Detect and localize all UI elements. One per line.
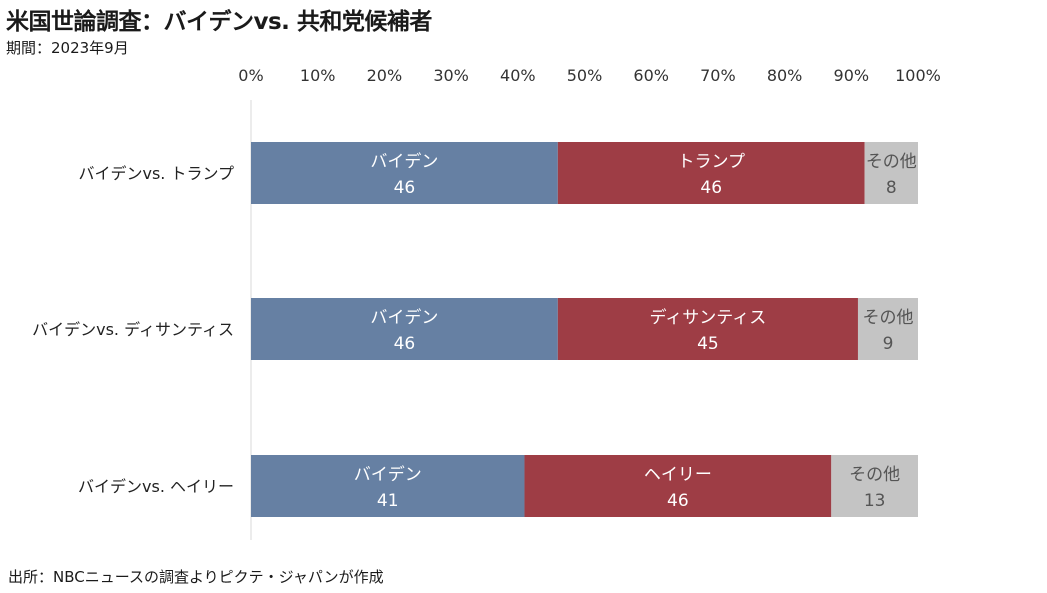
bar-segment-republican [524, 455, 832, 517]
x-tick-label: 100% [895, 66, 941, 85]
segment-value-label: 41 [377, 491, 399, 511]
bar-segment-republican [557, 142, 865, 204]
bar-segment-republican [557, 298, 858, 360]
chart-subtitle: 期間：2023年9月 [6, 39, 129, 57]
segment-name-label: その他 [866, 152, 917, 172]
source-note: 出所：NBCニュースの調査よりピクテ・ジャパンが作成 [8, 568, 384, 586]
x-tick-label: 10% [300, 66, 336, 85]
bar-segment-other [857, 298, 918, 360]
segment-name-label: バイデン [370, 307, 438, 328]
segment-value-label: 9 [883, 334, 894, 354]
segment-name-label: ヘイリー [644, 465, 712, 485]
segment-name-label: トランプ [677, 152, 745, 172]
bar-segment-biden [251, 298, 558, 360]
x-tick-label: 20% [367, 66, 403, 85]
segment-name-label: バイデン [370, 151, 438, 172]
segment-name-label: その他 [862, 308, 913, 328]
segment-value-label: 46 [394, 334, 416, 354]
x-tick-label: 60% [633, 66, 669, 85]
x-tick-label: 30% [433, 66, 469, 85]
segment-name-label: その他 [849, 465, 900, 485]
segment-name-label: バイデン [354, 464, 422, 485]
bar-segment-biden [251, 142, 558, 204]
x-tick-label: 40% [500, 66, 536, 85]
segment-name-label: ディサンティス [649, 307, 766, 328]
x-tick-label: 70% [700, 66, 736, 85]
chart-title: 米国世論調査：バイデンvs. 共和党候補者 [6, 9, 432, 35]
x-tick-label: 90% [834, 66, 870, 85]
category-label: バイデンvs. トランプ [79, 164, 235, 183]
bar-segment-other [831, 455, 918, 517]
bar-segment-other [864, 142, 918, 204]
bar-segment-biden [251, 455, 525, 517]
segment-value-label: 46 [667, 491, 689, 511]
x-tick-label: 0% [238, 66, 263, 85]
segment-value-label: 8 [886, 178, 897, 198]
category-label: バイデンvs. ディサンティス [32, 320, 234, 339]
category-label: バイデンvs. ヘイリー [78, 477, 234, 496]
segment-value-label: 46 [700, 178, 722, 198]
x-tick-label: 80% [767, 66, 803, 85]
segment-value-label: 46 [394, 178, 416, 198]
segment-value-label: 13 [864, 491, 886, 511]
segment-value-label: 45 [697, 334, 719, 354]
x-tick-label: 50% [567, 66, 603, 85]
